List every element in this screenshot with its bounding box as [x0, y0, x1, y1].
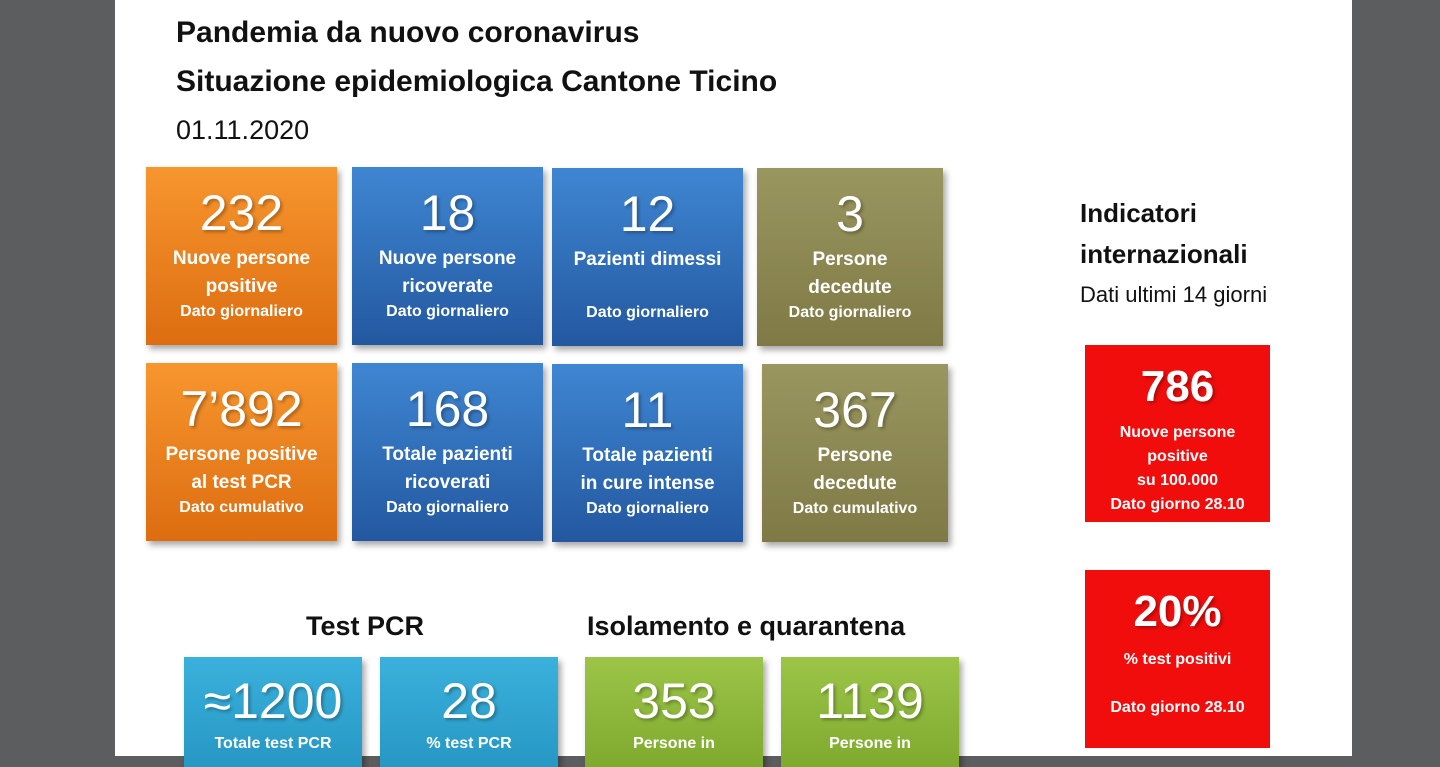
title-line-2: Situazione epidemiologica Cantone Ticino — [176, 65, 778, 98]
isolation-value: 353 — [632, 673, 716, 729]
stat-sub: Dato giornaliero — [386, 499, 509, 516]
stat-sub: Dato cumulativo — [179, 499, 304, 516]
stat-value: 7’892 — [180, 381, 303, 437]
indicator-value: 786 — [1140, 362, 1215, 411]
stat-label: Nuove persone positive — [172, 248, 311, 297]
stat-sub: Dato giornaliero — [386, 303, 509, 320]
stat-value: 11 — [621, 382, 674, 438]
stat-sub: Dato giornaliero — [586, 500, 709, 517]
stat-label: Totale pazienti ricoverati — [382, 444, 513, 493]
stat-sub: Dato giornaliero — [586, 304, 709, 321]
indicator-value: 20% — [1133, 587, 1222, 636]
stat-card-total-hospitalized: 168 Totale pazienti ricoverati Dato giorn… — [352, 363, 543, 541]
stat-label: Totale pazienti in cure intense — [580, 445, 715, 494]
quarantine-label: Persone in — [829, 735, 911, 752]
pcr-heading: Test PCR — [306, 611, 425, 641]
indicator-label: Nuove persone positive su 100.000 Dato gior… — [1110, 424, 1245, 513]
stat-value: 367 — [813, 382, 897, 438]
quarantine-card: 1139 Persone in — [781, 657, 959, 767]
pcr-card-total: ≈1200 Totale test PCR — [184, 657, 362, 767]
quarantine-value: 1139 — [816, 673, 924, 729]
stat-card-discharged: 12 Pazienti dimessi Dato giornaliero — [552, 168, 743, 346]
pcr-label: % test PCR — [426, 735, 512, 752]
stat-label: Persone decedute — [813, 445, 897, 494]
pcr-label: Totale test PCR — [214, 735, 332, 752]
indicator-sub: Dato giorno 28.10 — [1110, 699, 1245, 716]
stat-card-new-hospitalized: 18 Nuove persone ricoverate Dato giornali… — [352, 167, 543, 345]
indicator-card-positivity: 20% % test positivi Dato giorno 28.10 — [1085, 570, 1270, 748]
stat-card-deceased-total: 367 Persone decedute Dato cumulativo — [762, 364, 948, 542]
stat-value: 18 — [419, 185, 476, 241]
title-line-1: Pandemia da nuovo coronavirus — [176, 16, 640, 49]
pcr-value: ≈1200 — [203, 673, 343, 729]
stat-label: Pazienti dimessi — [573, 249, 722, 270]
stat-value: 12 — [619, 186, 676, 242]
stat-label: Nuove persone ricoverate — [378, 248, 517, 297]
stat-card-new-positive: 232 Nuove persone positive Dato giornalie… — [146, 167, 337, 345]
isolation-heading: Isolamento e quarantena — [587, 611, 906, 641]
international-title-1: Indicatori — [1080, 198, 1198, 228]
stat-value: 168 — [405, 381, 490, 437]
isolation-card: 353 Persone in — [585, 657, 763, 767]
indicator-card-incidence: 786 Nuove persone positive su 100.000 Dato … — [1085, 345, 1270, 522]
stat-value: 232 — [199, 185, 284, 241]
stat-card-deceased-daily: 3 Persone decedute Dato giornaliero — [757, 168, 943, 346]
stat-sub: Dato giornaliero — [788, 304, 912, 321]
stat-label: Persone positive al test PCR — [165, 444, 318, 493]
stat-card-total-positive: 7’892 Persone positive al test PCR Dato c… — [146, 363, 337, 541]
stat-sub: Dato cumulativo — [792, 500, 918, 517]
pcr-value: 28 — [441, 673, 497, 729]
pcr-card-percent: 28 % test PCR — [380, 657, 558, 767]
stat-card-intensive-care: 11 Totale pazienti in cure intense Dato g… — [552, 364, 743, 542]
isolation-label: Persone in — [633, 735, 715, 752]
indicator-label: % test positivi — [1123, 651, 1232, 668]
report-date: 01.11.2020 — [176, 115, 310, 145]
stat-value: 3 — [836, 186, 864, 242]
international-title-2: internazionali — [1080, 239, 1248, 269]
stat-label: Persone decedute — [808, 249, 892, 298]
stat-sub: Dato giornaliero — [180, 303, 303, 320]
international-subtitle: Dati ultimi 14 giorni — [1080, 282, 1268, 307]
